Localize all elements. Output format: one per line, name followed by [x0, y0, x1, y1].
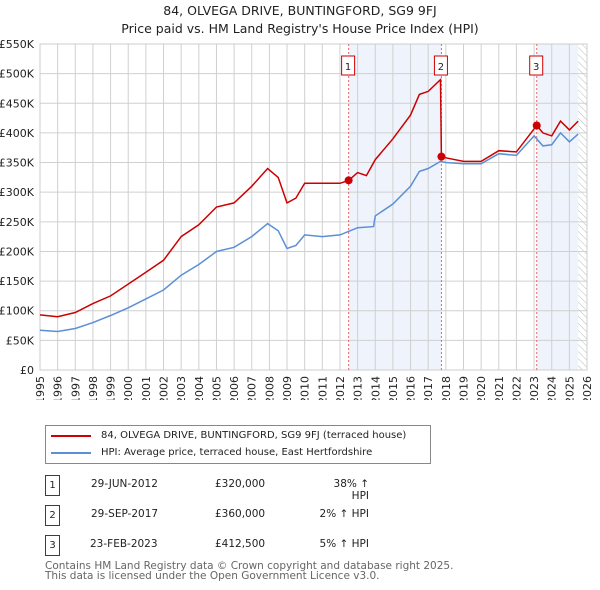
sale-date: 29-JUN-2012	[91, 478, 158, 490]
sale-badge: 2	[45, 505, 60, 526]
x-tick-label: 2011	[316, 376, 329, 400]
sale-hpi: 5% ↑ HPI	[319, 538, 369, 550]
y-tick-label: £50K	[6, 334, 35, 347]
y-tick-label: £300K	[0, 186, 35, 199]
x-tick-label: 2026	[581, 376, 594, 400]
sale-point	[344, 176, 353, 185]
sale-label-box	[433, 55, 448, 76]
shaded-period	[536, 44, 579, 370]
sale-date: 29-SEP-2017	[91, 508, 159, 520]
x-tick-label: 1999	[105, 376, 118, 400]
y-tick-label: £150K	[0, 275, 35, 288]
x-tick-label: 2023	[528, 376, 541, 400]
sale-badge: 3	[45, 535, 60, 556]
sale-label: 3	[533, 62, 539, 73]
x-tick-label: 2025	[563, 376, 576, 400]
y-tick-label: £350K	[0, 157, 35, 170]
x-tick-label: 2024	[546, 376, 559, 400]
legend-label-hpi: HPI: Average price, terraced house, East…	[101, 447, 373, 458]
forecast-hatch	[578, 44, 587, 370]
x-tick-label: 2013	[352, 376, 365, 400]
y-tick-label: £200K	[0, 245, 35, 258]
x-tick-label: 2018	[440, 376, 453, 400]
y-tick-label: £450K	[0, 97, 35, 110]
x-tick-label: 2000	[122, 376, 135, 400]
sale-point	[437, 152, 446, 161]
sale-price: £320,000	[215, 478, 266, 490]
sale-point	[532, 121, 541, 130]
x-tick-label: 1995	[34, 376, 47, 400]
shaded-period	[348, 44, 442, 370]
y-tick-label: £400K	[0, 127, 35, 140]
x-tick-label: 2002	[158, 376, 171, 400]
footer-line: Contains HM Land Registry data © Crown c…	[45, 560, 454, 572]
x-tick-label: 2001	[140, 376, 153, 400]
legend-label-property: 84, OLVEGA DRIVE, BUNTINGFORD, SG9 9FJ (…	[101, 430, 407, 441]
footer-line: This data is licensed under the Open Gov…	[45, 570, 380, 582]
legend-swatch-hpi	[51, 451, 91, 454]
x-tick-label: 2019	[457, 376, 470, 400]
x-tick-label: 2016	[405, 376, 418, 400]
x-tick-label: 2004	[193, 376, 206, 400]
x-tick-label: 2021	[493, 376, 506, 400]
sale-row: 1 29-JUN-2012 £320,000 38% ↑ HPI	[45, 475, 405, 502]
y-tick-label: £100K	[0, 305, 35, 318]
series-line	[39, 131, 579, 333]
x-tick-label: 2006	[228, 376, 241, 400]
sale-row: 2 29-SEP-2017 £360,000 2% ↑ HPI	[45, 505, 405, 526]
sale-hpi: 38% ↑ HPI	[333, 478, 369, 502]
x-tick-label: 2015	[387, 376, 400, 400]
chart-title: 84, OLVEGA DRIVE, BUNTINGFORD, SG9 9FJ	[163, 3, 437, 18]
price-chart: 1995 1996 1997 1998 1999 2000 2001 2002 2003 2004…	[0, 38, 594, 400]
sale-price: £360,000	[215, 508, 266, 520]
legend: 84, OLVEGA DRIVE, BUNTINGFORD, SG9 9FJ (…	[45, 425, 431, 464]
sale-label: 2	[438, 62, 444, 73]
x-tick-label: 2003	[175, 376, 188, 400]
legend-swatch-property	[51, 434, 91, 437]
y-tick-label: £0	[20, 364, 34, 377]
plot-border	[39, 43, 588, 371]
y-tick-label: £550K	[0, 38, 35, 51]
x-tick-label: 2020	[475, 376, 488, 400]
x-tick-label: 2008	[263, 376, 276, 400]
sale-price: £412,500	[215, 538, 266, 550]
x-tick-label: 2005	[210, 376, 223, 400]
x-tick-label: 2009	[281, 376, 294, 400]
x-tick-label: 1998	[87, 376, 100, 400]
x-tick-label: 2010	[299, 376, 312, 400]
x-tick-label: 2012	[334, 376, 347, 400]
sale-badge: 1	[45, 475, 60, 496]
x-tick-label: 2022	[510, 376, 523, 400]
sale-label-box	[341, 55, 356, 76]
sale-label: 1	[345, 62, 351, 73]
y-tick-label: £500K	[0, 68, 35, 81]
chart-subtitle: Price paid vs. HM Land Registry's House …	[121, 21, 479, 36]
y-tick-label: £250K	[0, 216, 35, 229]
sale-date: 23-FEB-2023	[90, 538, 158, 550]
x-tick-label: 1996	[52, 376, 65, 400]
x-tick-label: 1997	[69, 376, 82, 400]
sale-label-box	[529, 55, 544, 76]
x-tick-label: 2007	[246, 376, 259, 400]
x-tick-label: 2014	[369, 376, 382, 400]
footer: Contains HM Land Registry data © Crown c…	[45, 560, 454, 582]
sale-row: 3 23-FEB-2023 £412,500 5% ↑ HPI	[45, 535, 405, 556]
x-tick-label: 2017	[422, 376, 435, 400]
sale-hpi: 2% ↑ HPI	[319, 508, 369, 520]
